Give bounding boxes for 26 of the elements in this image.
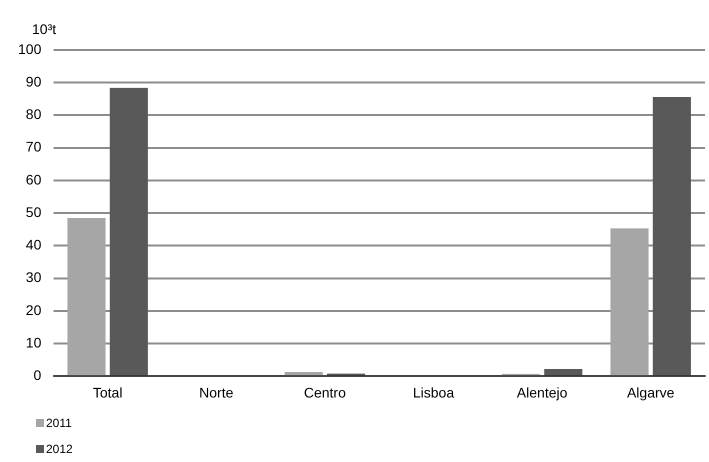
x-tick-label: Algarve [626, 384, 675, 400]
bar [610, 228, 649, 376]
y-tick-label: 90 [26, 73, 42, 90]
bar [110, 88, 148, 376]
bar [544, 369, 582, 376]
bar [67, 218, 106, 376]
y-tick-label: 80 [26, 106, 42, 122]
legend-label: 2012 [46, 442, 73, 456]
bar [652, 96, 691, 376]
y-axis-title: 10³t [32, 20, 56, 37]
x-tick-label: Alentejo [516, 384, 568, 400]
bar [284, 372, 323, 376]
x-tick-label: Norte [199, 384, 234, 400]
y-tick-label: 50 [26, 204, 42, 220]
y-tick-label: 40 [26, 236, 42, 253]
y-tick-label: 100 [18, 40, 42, 57]
x-tick-label: Total [92, 384, 122, 400]
y-tick-label: 60 [26, 171, 42, 188]
y-tick-label: 20 [26, 302, 42, 318]
legend-label: 2011 [46, 416, 72, 430]
y-tick-label: 0 [34, 367, 42, 384]
y-tick-label: 10 [26, 334, 42, 350]
x-tick-label: Lisboa [412, 384, 454, 400]
y-tick-label: 30 [26, 269, 42, 286]
x-tick-label: Centro [304, 384, 346, 400]
y-tick-label: 70 [26, 138, 42, 155]
